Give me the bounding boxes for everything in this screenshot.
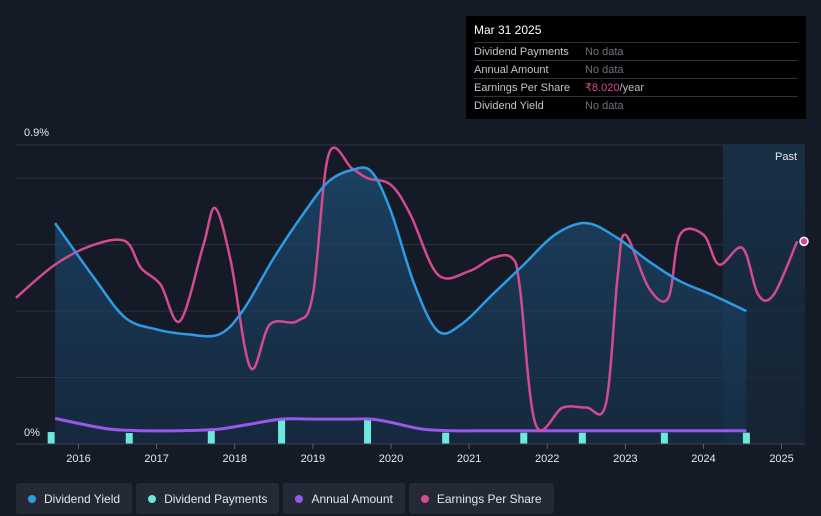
tooltip-value: No data: [585, 45, 624, 58]
eps-end-marker: [799, 236, 809, 247]
y-axis-top-label: 0.9%: [24, 127, 49, 139]
legend-dividend-yield[interactable]: Dividend Yield: [16, 483, 133, 514]
tooltip-row-dividend-yield: Dividend Yield No data: [474, 96, 798, 114]
dividend-yield-line: [54, 166, 747, 338]
x-tick-label: 2023: [613, 453, 637, 465]
dividend-payment-bar: [125, 433, 133, 444]
legend-dot: [28, 494, 36, 503]
tooltip-value: No data: [585, 63, 624, 76]
annual-amount-line: [54, 416, 747, 433]
dividend-payment-bar: [520, 432, 528, 444]
dividend-payment-bar: [742, 432, 750, 444]
legend-label: Earnings Per Share: [436, 491, 542, 506]
tooltip: Mar 31 2025 Dividend Payments No data An…: [466, 16, 806, 119]
dividend-payment-bar: [660, 432, 668, 444]
x-tick-label: 2018: [222, 453, 246, 465]
tooltip-row-annual-amount: Annual Amount No data: [474, 60, 798, 78]
tooltip-label: Dividend Payments: [474, 45, 569, 58]
x-axis-ticks: 2016 2017 2018 2019 2020 2021 2022 2023 2024 2025: [16, 443, 805, 465]
legend-label: Dividend Yield: [44, 491, 121, 506]
x-tick-label: 2019: [301, 453, 325, 465]
tooltip-date: Mar 31 2025: [474, 23, 542, 37]
legend-dividend-payments[interactable]: Dividend Payments: [136, 483, 280, 514]
legend-annual-amount[interactable]: Annual Amount: [283, 483, 405, 514]
tooltip-value: ₹8.020/year: [585, 81, 644, 94]
x-tick-label: 2024: [691, 453, 715, 465]
dividend-payment-bar: [278, 419, 286, 444]
tooltip-row-dividend-payments: Dividend Payments No data: [474, 42, 798, 60]
tooltip-value: No data: [585, 99, 624, 112]
dividend-chart: 0.9% 0% Past 2016 2017 2018 2019 2020 2021 202…: [15, 127, 809, 465]
dividend-payment-bar: [578, 432, 586, 444]
x-tick-label: 2022: [535, 453, 559, 465]
legend-earnings-per-share[interactable]: Earnings Per Share: [408, 483, 554, 514]
dividend-payment-bar: [207, 429, 215, 444]
legend-label: Dividend Payments: [164, 491, 268, 506]
legend-dot: [148, 494, 157, 503]
eps-value: ₹8.020: [585, 82, 620, 94]
dividend-payment-bar: [47, 432, 55, 444]
tooltip-label: Dividend Yield: [474, 99, 544, 112]
x-tick-label: 2020: [379, 453, 403, 465]
y-axis-bottom-label: 0%: [24, 427, 40, 439]
x-tick-label: 2025: [769, 453, 793, 465]
legend-dot: [295, 494, 304, 503]
past-label: Past: [775, 151, 797, 163]
eps-unit: /year: [619, 82, 644, 94]
tooltip-row-eps: Earnings Per Share ₹8.020/year: [474, 78, 798, 96]
dividend-payments-bars: [47, 419, 750, 444]
tooltip-label: Earnings Per Share: [474, 81, 570, 94]
legend-label: Annual Amount: [311, 491, 393, 506]
x-tick-label: 2017: [144, 453, 168, 465]
legend-dot: [420, 494, 429, 503]
tooltip-label: Annual Amount: [474, 63, 549, 76]
eps-line: [15, 146, 799, 432]
x-tick-label: 2021: [457, 453, 481, 465]
x-tick-label: 2016: [66, 453, 90, 465]
dividend-yield-area: [55, 167, 747, 444]
dividend-payment-bar: [364, 419, 372, 444]
legend: Dividend Yield Dividend Payments Annual …: [16, 483, 554, 514]
dividend-payment-bar: [442, 432, 450, 444]
